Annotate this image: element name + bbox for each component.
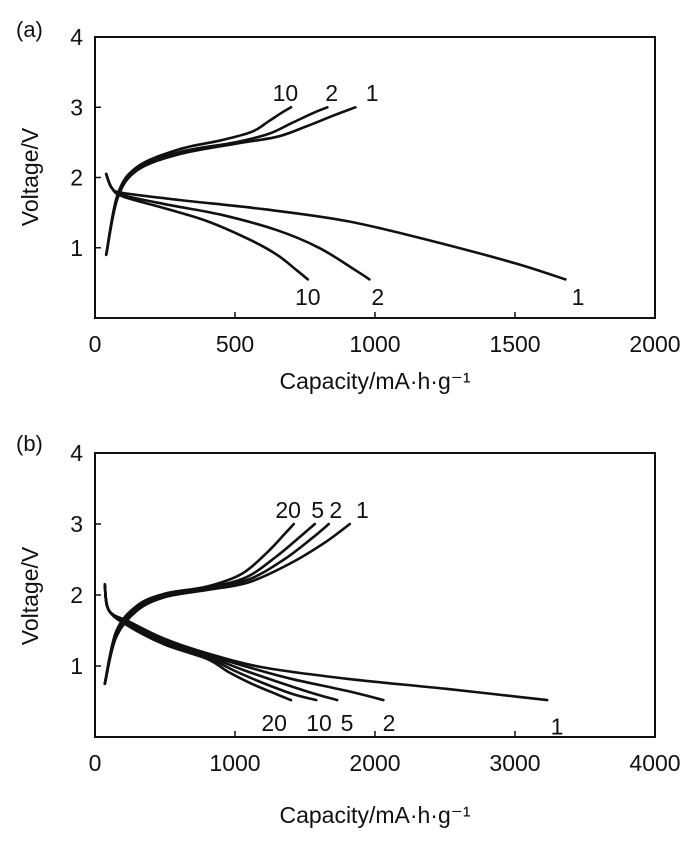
- series-line-charge-cycle-20: [103, 522, 296, 686]
- x-tick-label: 1000: [209, 750, 260, 776]
- series-line-charge-cycle-10: [104, 106, 293, 257]
- y-tick-label: 2: [70, 165, 83, 191]
- y-axis-title: Voltage/V: [17, 127, 43, 226]
- cycle-label: 5: [341, 710, 354, 736]
- cycle-label: 1: [551, 713, 564, 739]
- x-tick-label: 0: [89, 750, 102, 776]
- series-line-discharge-cycle-20: [103, 583, 293, 702]
- x-tick-label: 1000: [349, 331, 400, 357]
- y-tick-label: 4: [70, 24, 83, 50]
- cycle-label: 20: [275, 497, 301, 523]
- chart-panel-b: (b)0 1000 2000 3000 40001234Capacity/mA·h·g⁻…: [16, 431, 681, 828]
- cycle-label: 1: [366, 80, 379, 106]
- cycle-label: 5: [311, 497, 324, 523]
- panel-label: (b): [16, 431, 43, 456]
- series-line-discharge-cycle-5: [103, 583, 339, 702]
- x-tick-label: 0: [89, 331, 102, 357]
- x-axis-title: Capacity/mA·h·g⁻¹: [279, 368, 470, 394]
- cycle-label: 2: [371, 284, 384, 310]
- y-tick-label: 2: [70, 582, 83, 608]
- cycle-label: 10: [273, 80, 299, 106]
- cycle-label: 2: [383, 710, 396, 736]
- plot-frame: [94, 36, 656, 319]
- cycle-label: 2: [325, 80, 338, 106]
- series-line-discharge-cycle-10: [104, 172, 310, 281]
- cycle-label: 10: [306, 710, 332, 736]
- series-line-discharge-cycle-2: [104, 172, 371, 281]
- cycle-label: 10: [295, 284, 321, 310]
- x-tick-label: 2000: [629, 331, 680, 357]
- series-line-discharge-cycle-1: [104, 172, 567, 281]
- x-tick-label: 500: [216, 331, 254, 357]
- cycle-label: 20: [261, 710, 287, 736]
- y-tick-label: 1: [70, 653, 83, 679]
- y-tick-label: 3: [70, 94, 83, 120]
- y-axis-title: Voltage/V: [17, 546, 43, 645]
- series-line-charge-cycle-1: [104, 106, 357, 257]
- y-tick-label: 3: [70, 511, 83, 537]
- y-tick-label: 4: [70, 440, 83, 466]
- series-line-charge-cycle-2: [104, 106, 329, 257]
- cycle-label: 1: [356, 497, 369, 523]
- panel-label: (a): [16, 17, 43, 42]
- cycle-label: 1: [572, 284, 585, 310]
- chart-panel-a: (a) 0 500 1000 1500 2000 1 2 3 4 Capacity/mA·h·g⁻¹…: [16, 17, 681, 394]
- x-tick-label: 1500: [489, 331, 540, 357]
- x-tick-label: 4000: [629, 750, 680, 776]
- cycle-label: 2: [329, 497, 342, 523]
- x-tick-label: 3000: [489, 750, 540, 776]
- y-tick-label: 1: [70, 235, 83, 261]
- x-axis-title: Capacity/mA·h·g⁻¹: [279, 802, 470, 828]
- x-tick-label: 2000: [349, 750, 400, 776]
